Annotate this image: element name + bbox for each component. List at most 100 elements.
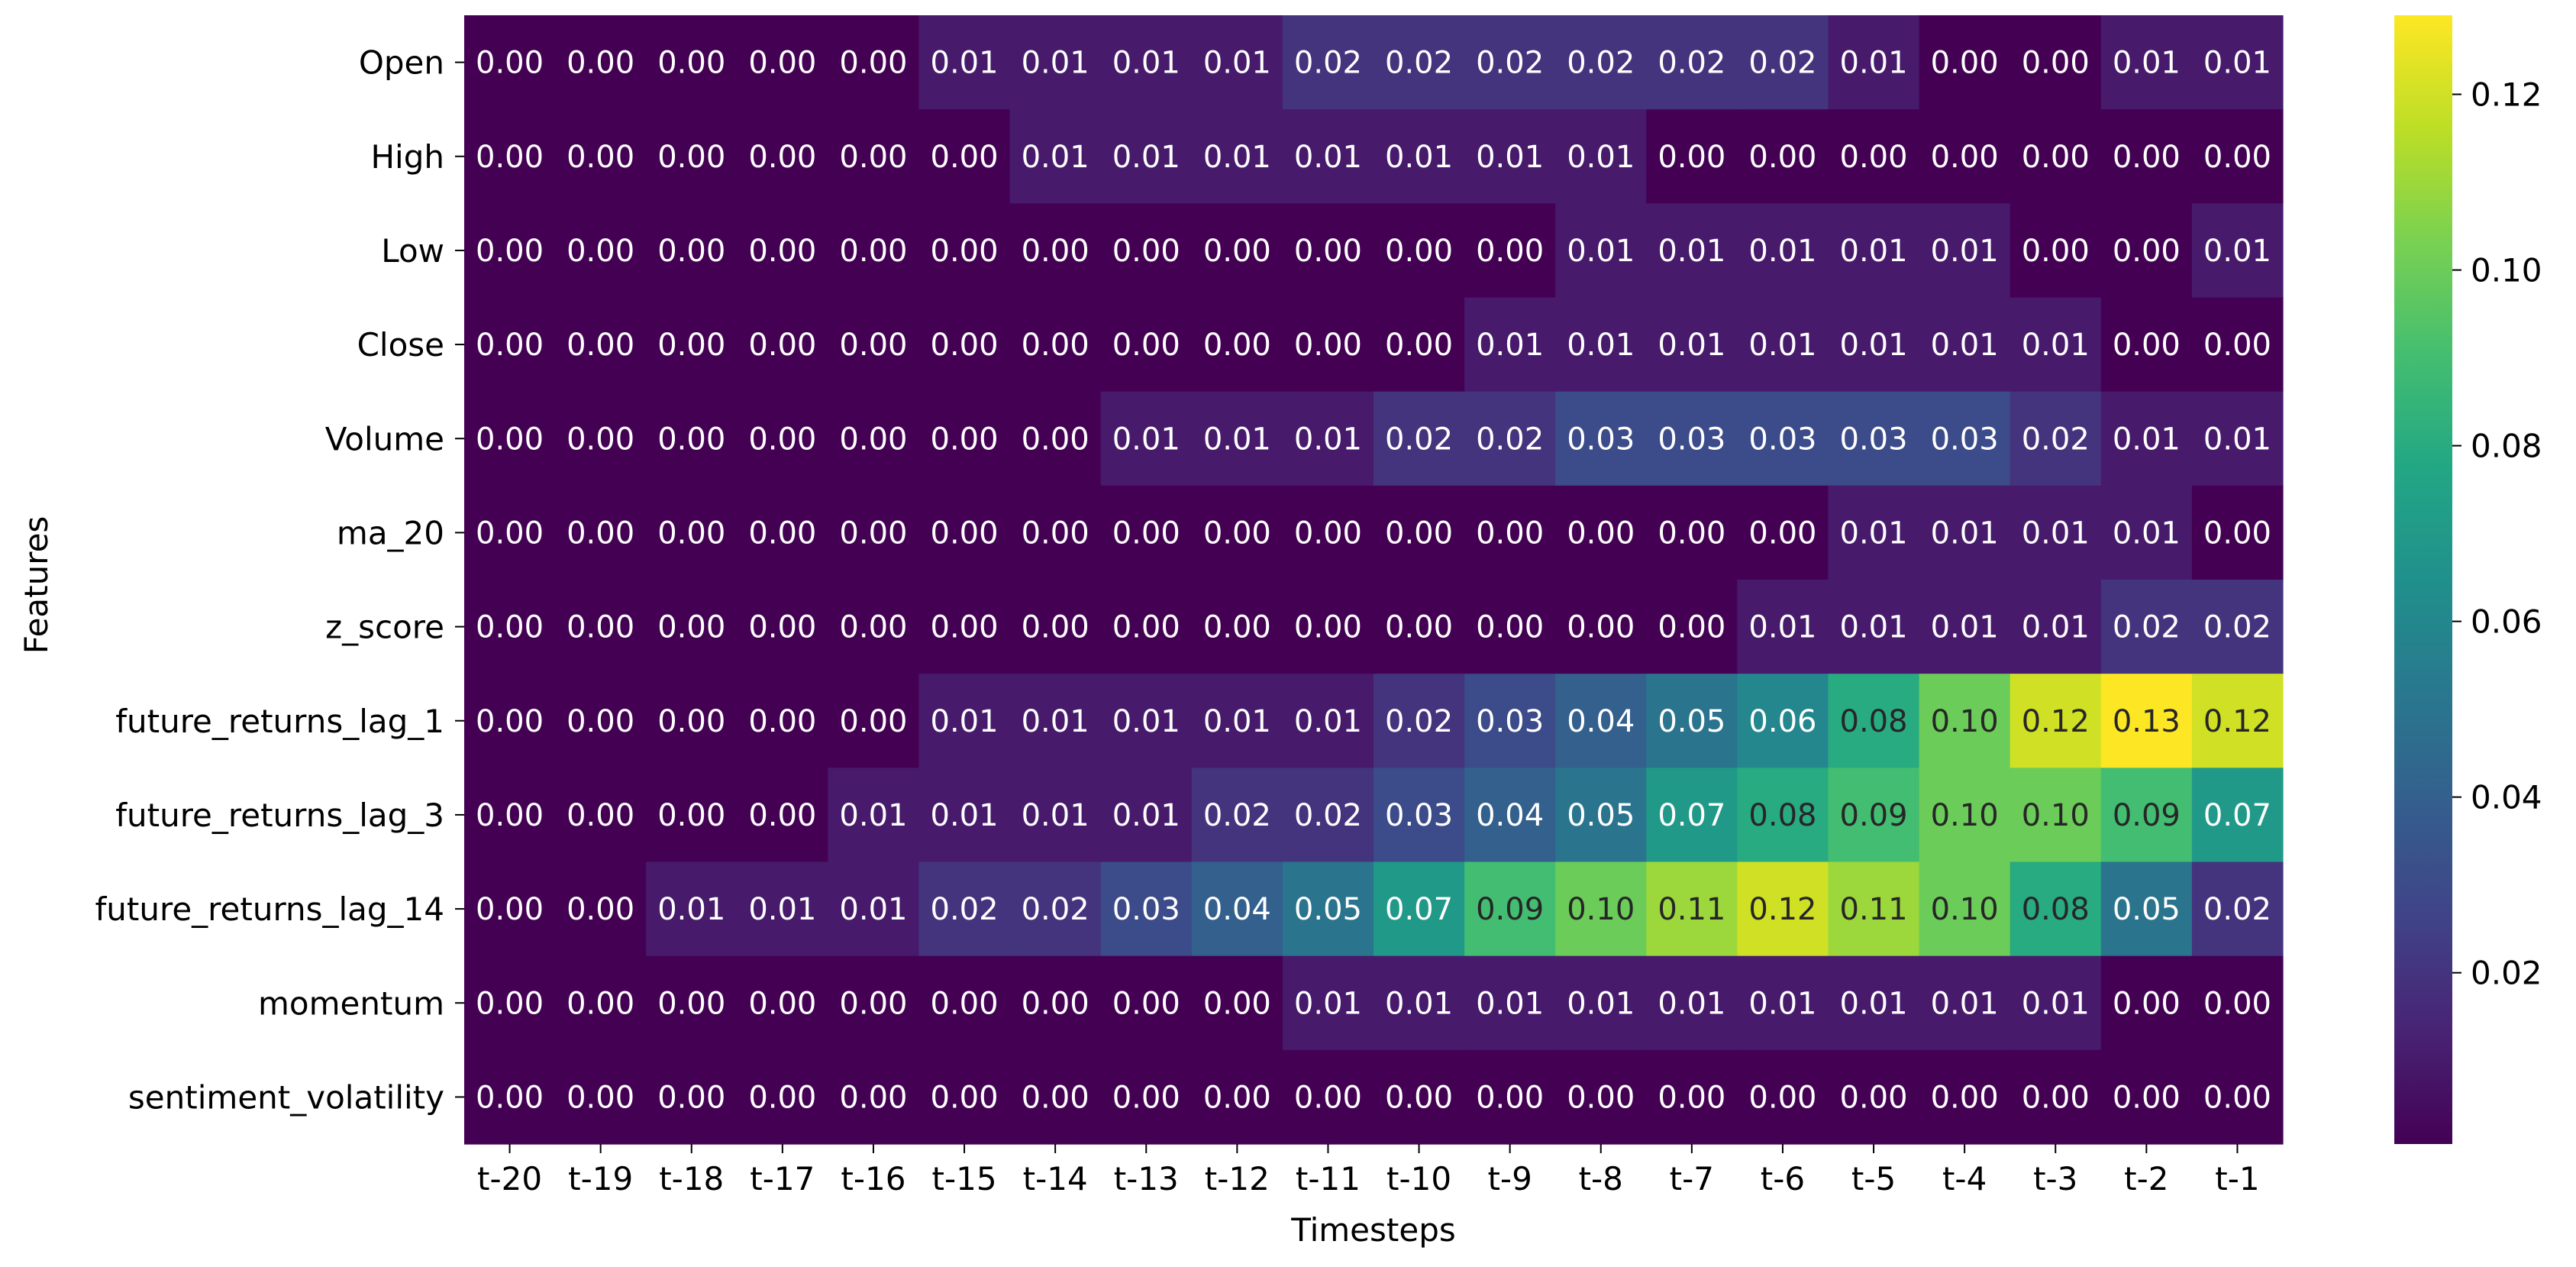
- cell-value-label: 0.01: [1112, 140, 1180, 175]
- cell-value-label: 0.00: [476, 140, 544, 175]
- heatmap-cell: [464, 109, 556, 204]
- cell-value-label: 0.00: [1658, 140, 1725, 175]
- y-tick-label: sentiment_volatility: [128, 1078, 444, 1116]
- y-axis-title: Features: [18, 516, 55, 655]
- cell-value-label: 0.10: [1931, 892, 1999, 927]
- heatmap-cell: [2100, 768, 2193, 863]
- cell-value-label: 0.03: [1931, 422, 1999, 457]
- cell-value-label: 0.00: [839, 422, 907, 457]
- heatmap-cell: [737, 391, 828, 486]
- cell-value-label: 0.05: [2113, 892, 2181, 927]
- cell-value-label: 0.01: [1840, 516, 1908, 551]
- heatmap-cell: [2009, 297, 2102, 393]
- heatmap-cell: [1646, 297, 1738, 393]
- heatmap-cell: [1100, 674, 1193, 768]
- heatmap-cell: [464, 768, 556, 863]
- cell-value-label: 0.03: [1112, 892, 1180, 927]
- heatmap-cell: [1737, 768, 1829, 863]
- y-tick-label: Close: [357, 326, 444, 364]
- heatmap-cell: [1374, 203, 1465, 299]
- cell-value-label: 0.02: [2022, 422, 2090, 457]
- cell-value-label: 0.02: [2203, 892, 2271, 927]
- heatmap-cell: [1919, 861, 2011, 957]
- y-tick-label: Volume: [325, 420, 444, 457]
- heatmap-cell: [1828, 1049, 1920, 1145]
- cell-value-label: 0.02: [1294, 798, 1362, 833]
- cell-value-label: 0.00: [567, 328, 634, 363]
- heatmap-cell: [1100, 109, 1193, 204]
- heatmap-cell: [1737, 485, 1829, 580]
- heatmap-cell: [737, 203, 828, 299]
- cell-value-label: 0.00: [1112, 516, 1180, 551]
- x-tick-label: t-15: [932, 1160, 997, 1198]
- cell-value-label: 0.07: [1385, 892, 1453, 927]
- cell-value-label: 0.01: [1840, 328, 1908, 363]
- heatmap-cell: [2191, 15, 2284, 110]
- heatmap-cell: [828, 297, 920, 393]
- heatmap-cell: [2009, 1049, 2102, 1145]
- cell-value-label: 0.00: [748, 986, 816, 1021]
- heatmap-cell: [2191, 955, 2284, 1051]
- colorbar-tick-label: 0.10: [2471, 252, 2542, 289]
- cell-value-label: 0.00: [1294, 516, 1362, 551]
- cell-value-label: 0.01: [1931, 234, 1999, 269]
- heatmap-cell: [2009, 580, 2102, 674]
- heatmap-cell: [1737, 109, 1829, 204]
- cell-value-label: 0.00: [567, 422, 634, 457]
- x-axis-title: Timesteps: [1290, 1211, 1456, 1249]
- heatmap-cell: [1282, 203, 1374, 299]
- x-tick-label: t-14: [1023, 1160, 1088, 1198]
- cell-value-label: 0.00: [476, 704, 544, 739]
- cell-value-label: 0.01: [1567, 328, 1635, 363]
- heatmap-cell: [1191, 109, 1283, 204]
- heatmap-cell: [737, 674, 828, 768]
- heatmap-cell: [1646, 674, 1738, 768]
- cell-value-label: 0.01: [2022, 986, 2090, 1021]
- heatmap-cell: [646, 768, 738, 863]
- cell-value-label: 0.00: [567, 234, 634, 269]
- cell-value-label: 0.00: [657, 798, 725, 833]
- cell-value-label: 0.00: [1840, 1080, 1908, 1115]
- cell-value-label: 0.00: [1567, 610, 1635, 645]
- heatmap-cell: [828, 109, 920, 204]
- cell-value-label: 0.00: [657, 986, 725, 1021]
- heatmap-cell: [1555, 674, 1647, 768]
- heatmap-cell: [646, 203, 738, 299]
- heatmap-cell: [646, 861, 738, 957]
- heatmap-cell: [1828, 768, 1920, 863]
- cell-value-label: 0.01: [2022, 516, 2090, 551]
- cell-value-label: 0.00: [1567, 1080, 1635, 1115]
- cell-value-label: 0.00: [839, 328, 907, 363]
- heatmap-cell: [1282, 1049, 1374, 1145]
- cell-value-label: 0.01: [1022, 140, 1089, 175]
- heatmap-cell: [1828, 297, 1920, 393]
- cell-value-label: 0.00: [657, 610, 725, 645]
- heatmap-cell: [2100, 203, 2193, 299]
- heatmap-cell: [646, 297, 738, 393]
- heatmap-cell: [1282, 485, 1374, 580]
- x-tick-label: t-12: [1205, 1160, 1270, 1198]
- cell-value-label: 0.00: [748, 1080, 816, 1115]
- cell-value-label: 0.00: [1203, 1080, 1271, 1115]
- heatmap-cell: [828, 955, 920, 1051]
- heatmap-cell: [1555, 1049, 1647, 1145]
- heatmap-cell: [555, 15, 647, 110]
- cell-value-label: 0.13: [2113, 704, 2181, 739]
- cell-value-label: 0.01: [931, 704, 999, 739]
- cell-value-label: 0.10: [1931, 704, 1999, 739]
- cell-value-label: 0.00: [1658, 516, 1725, 551]
- heatmap-cell: [2100, 580, 2193, 674]
- x-tick-label: t-11: [1296, 1160, 1361, 1198]
- heatmap-cell: [464, 297, 556, 393]
- cell-value-label: 0.00: [1112, 328, 1180, 363]
- heatmap-cell: [1828, 109, 1920, 204]
- x-tick-label: t-18: [659, 1160, 724, 1198]
- heatmap-cell: [1919, 15, 2011, 110]
- cell-value-label: 0.01: [1567, 140, 1635, 175]
- cell-value-label: 0.00: [2022, 140, 2090, 175]
- cell-value-label: 0.00: [748, 516, 816, 551]
- heatmap-cell: [1828, 485, 1920, 580]
- cell-value-label: 0.00: [1294, 328, 1362, 363]
- heatmap-cell: [464, 391, 556, 486]
